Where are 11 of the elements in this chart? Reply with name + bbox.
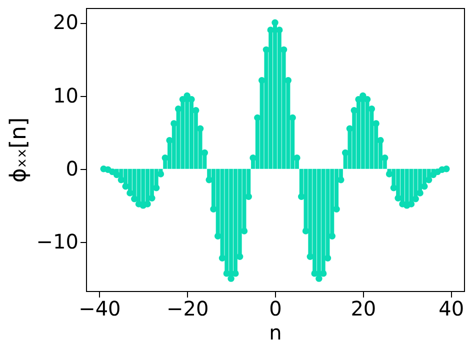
y-tick-label: 10 [53,83,78,108]
y-axis-title: ϕₓₓ[n] [6,117,32,183]
x-tick-label: 20 [350,296,376,320]
y-tick-label: 0 [66,156,78,180]
y-tick-label: −10 [36,230,78,254]
x-tick-label: 40 [438,296,464,320]
x-tick-label: −20 [166,296,209,320]
x-tick-label: 0 [269,296,282,320]
x-tick-label: −40 [78,296,121,320]
y-tick-label: 20 [53,10,78,34]
x-axis-title: n [269,320,282,344]
